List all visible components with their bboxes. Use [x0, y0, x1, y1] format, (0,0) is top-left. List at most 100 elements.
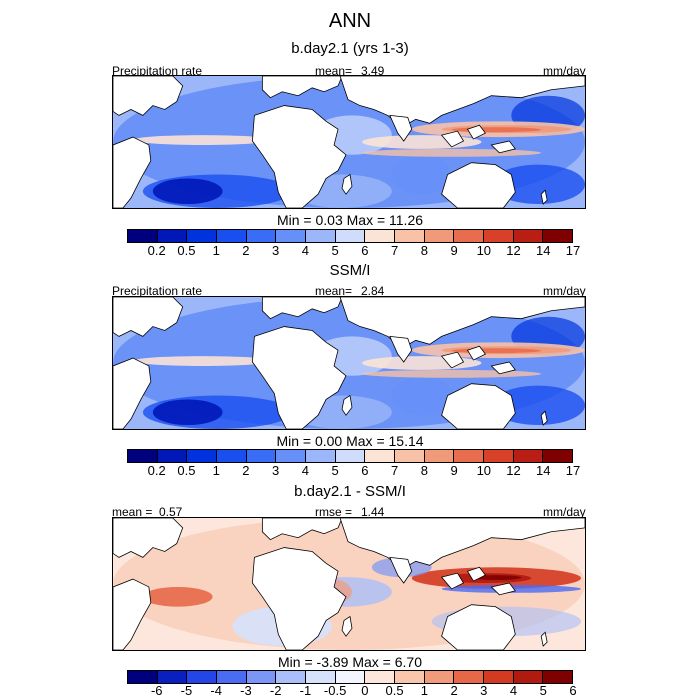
- colorbar-swatch: [128, 450, 158, 462]
- colorbar-tick-label: 0.5: [177, 243, 196, 258]
- colorbar-swatch: [395, 671, 425, 683]
- colorbar: [127, 229, 573, 243]
- colorbar-tick-label: 9: [450, 463, 458, 478]
- colorbar-tick-label: 10: [476, 243, 492, 258]
- land-mask: [441, 383, 516, 429]
- colorbar-swatch: [306, 450, 336, 462]
- mean-value: 3.49: [361, 64, 385, 78]
- land-mask: [113, 357, 152, 429]
- land-mask: [540, 189, 548, 205]
- colorbar-tick-label: 3: [480, 683, 488, 698]
- panel-title: b.day2.1 (yrs 1-3): [291, 40, 409, 57]
- colorbar-tick-label: 0.2: [147, 243, 166, 258]
- colorbar-swatch: [543, 671, 573, 683]
- colorbar-swatch: [513, 450, 544, 462]
- colorbar-tick-label: 14: [536, 463, 551, 478]
- land-mask: [113, 76, 184, 116]
- colorbar-tick-label: 4: [301, 463, 310, 478]
- colorbar-swatch: [187, 450, 218, 462]
- colorbar-swatch: [484, 450, 514, 462]
- panel-title: b.day2.1 - SSM/I: [294, 483, 406, 500]
- colorbar-swatch: [335, 671, 366, 683]
- colorbar-tick-label: 5: [539, 683, 547, 698]
- colorbar-swatch: [246, 450, 277, 462]
- colorbar-swatch: [335, 450, 366, 462]
- land-mask: [440, 572, 465, 590]
- land-mask: [389, 556, 413, 584]
- colorbar-tick-label: 2: [450, 683, 458, 698]
- colorbar-tick-label: -2: [269, 683, 282, 698]
- colorbar-ticks: 0.2 0.5 1 2 3 4 5 6 7 8 9 10 12 14 17: [127, 463, 581, 479]
- precip-region: [471, 575, 522, 581]
- colorbar-tick-label: 9: [450, 243, 458, 258]
- colorbar-swatch: [454, 230, 485, 242]
- precip-region: [152, 178, 223, 205]
- map-panel: [112, 517, 586, 651]
- colorbar-swatch: [454, 450, 485, 462]
- land-mask: [339, 76, 585, 128]
- precip-region: [361, 135, 482, 149]
- mean-value: 2.84: [361, 284, 385, 298]
- land-mask: [252, 547, 347, 650]
- colorbar-tick-label: 3: [272, 243, 280, 258]
- land-mask: [466, 124, 487, 140]
- colorbar-swatch: [157, 450, 188, 462]
- colorbar-swatch: [157, 671, 188, 683]
- colorbar-tick-label: 6: [569, 683, 577, 698]
- colorbar-tick-label: 17: [565, 463, 581, 478]
- colorbar-swatch: [157, 230, 188, 242]
- colorbar-tick-label: -6: [150, 683, 163, 698]
- map-panel: [112, 296, 586, 430]
- precip-region: [132, 135, 273, 145]
- land-mask: [441, 604, 516, 650]
- colorbar-tick-label: 7: [390, 243, 399, 258]
- colorbar-tick-label: 4: [301, 243, 310, 258]
- mean-label: mean=: [315, 284, 353, 298]
- land-mask: [440, 130, 465, 148]
- map-panel: [112, 75, 586, 209]
- land-mask: [261, 518, 343, 541]
- colorbar-ticks: 0.2 0.5 1 2 3 4 5 6 7 8 9 10 12 14 17: [127, 243, 581, 259]
- precip-region: [451, 127, 542, 133]
- colorbar-tick-label: -3: [240, 683, 252, 698]
- colorbar-swatch: [365, 230, 396, 242]
- precip-region: [132, 356, 273, 366]
- colorbar-tick-label: 0.2: [147, 463, 166, 478]
- colorbar-swatch: [306, 230, 336, 242]
- colorbar-tick-label: 2: [242, 243, 250, 258]
- mean-label: mean =: [112, 505, 153, 519]
- colorbar-swatch: [395, 230, 425, 242]
- colorbar-swatch: [217, 450, 247, 462]
- colorbar-swatch: [246, 230, 277, 242]
- precip-region: [451, 348, 542, 354]
- colorbar-tick-label: 5: [331, 463, 339, 478]
- land-mask: [440, 351, 465, 369]
- colorbar-tick-label: 0.5: [385, 683, 404, 698]
- colorbar-swatch: [276, 230, 307, 242]
- colorbar: [127, 670, 573, 684]
- variable-label: Precipitation rate: [112, 64, 203, 78]
- land-mask: [540, 631, 548, 647]
- land-mask: [113, 297, 184, 337]
- colorbar-swatch: [306, 671, 336, 683]
- colorbar-tick-label: 0.5: [177, 463, 196, 478]
- min-max-label: Min = 0.00 Max = 15.14: [276, 433, 424, 449]
- colorbar-tick-label: 6: [361, 243, 369, 258]
- colorbar-swatch: [365, 671, 396, 683]
- colorbar-tick-label: 3: [272, 463, 280, 478]
- colorbar-swatch: [187, 671, 218, 683]
- precip-region: [491, 164, 585, 205]
- colorbar-tick-label: 12: [506, 243, 521, 258]
- land-mask: [261, 76, 343, 99]
- colorbar-swatch: [513, 671, 544, 683]
- land-mask: [341, 394, 353, 416]
- colorbar-ticks: -6 -5 -4 -3 -2 -1 -0.5 0 0.5 1 2 3 4 5 6: [127, 683, 577, 699]
- colorbar-swatch: [484, 230, 514, 242]
- panel-title: SSM/I: [329, 262, 371, 279]
- land-mask: [339, 297, 585, 349]
- colorbar-tick-label: 1: [420, 683, 428, 698]
- colorbar-swatch: [454, 671, 485, 683]
- rmse-label: rmse =: [315, 505, 353, 519]
- land-mask: [490, 140, 516, 154]
- variable-label: Precipitation rate: [112, 284, 203, 298]
